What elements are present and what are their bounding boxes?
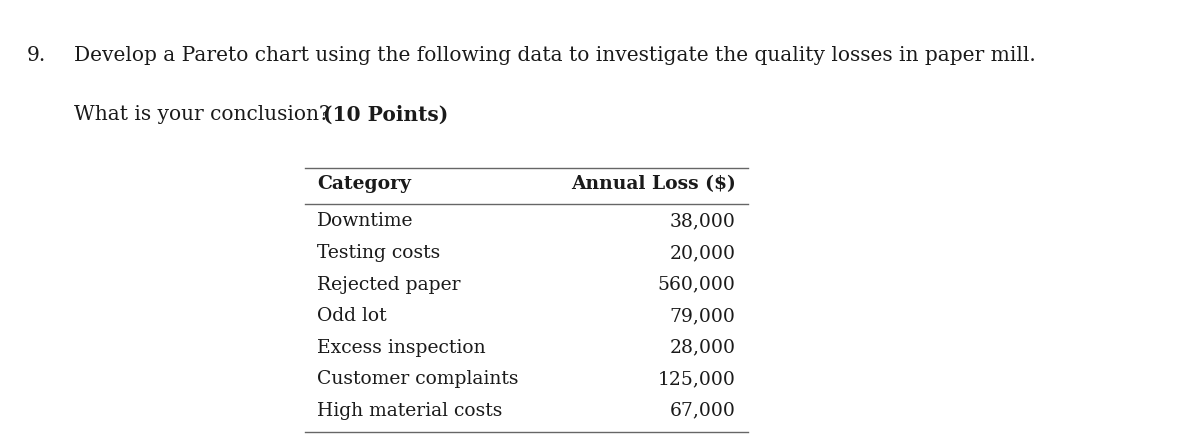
Text: What is your conclusion?: What is your conclusion? (74, 105, 336, 124)
Text: Rejected paper: Rejected paper (317, 276, 460, 293)
Text: (10 Points): (10 Points) (323, 105, 448, 125)
Text: Annual Loss ($): Annual Loss ($) (570, 175, 736, 193)
Text: 560,000: 560,000 (658, 276, 736, 293)
Text: Customer complaints: Customer complaints (317, 370, 518, 388)
Text: Excess inspection: Excess inspection (317, 339, 486, 357)
Text: Downtime: Downtime (317, 212, 414, 230)
Text: 38,000: 38,000 (670, 212, 736, 230)
Text: Odd lot: Odd lot (317, 307, 386, 325)
Text: 79,000: 79,000 (670, 307, 736, 325)
Text: Testing costs: Testing costs (317, 244, 440, 262)
Text: Category: Category (317, 175, 411, 193)
Text: Develop a Pareto chart using the following data to investigate the quality losse: Develop a Pareto chart using the followi… (74, 46, 1036, 65)
Text: High material costs: High material costs (317, 402, 502, 420)
Text: 28,000: 28,000 (670, 339, 736, 357)
Text: 67,000: 67,000 (670, 402, 736, 420)
Text: 125,000: 125,000 (658, 370, 736, 388)
Text: 20,000: 20,000 (670, 244, 736, 262)
Text: 9.: 9. (26, 46, 45, 65)
